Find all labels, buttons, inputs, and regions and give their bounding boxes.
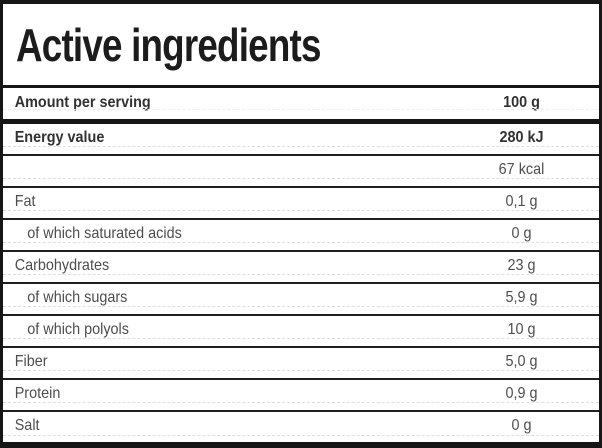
row-label: Salt [14,416,40,434]
row-label: Fat [14,192,36,210]
table-row: Fat 0,1 g [3,188,599,220]
header-label: Amount per serving [14,93,151,111]
table-row: Energy value 280 kJ [3,124,599,156]
table-row: Protein 0,9 g [3,380,599,412]
table-row: 67 kcal [3,156,599,188]
table-row: of which polyols 10 g [3,316,599,348]
row-value: 0,9 g [505,384,538,402]
table-row: of which saturated acids 0 g [3,220,599,252]
row-value: 0,1 g [505,192,538,210]
row-value: 0 g [511,224,532,242]
row-value: 5,9 g [505,288,538,306]
row-value: 5,0 g [505,352,538,370]
table-row: Carbohydrates 23 g [3,252,599,284]
row-label: of which sugars [27,288,128,306]
table-rows: Energy value 280 kJ 67 kcal Fat 0,1 g of whic… [3,124,599,442]
row-label: Fiber [14,352,48,370]
row-label: Protein [14,384,61,402]
row-value: 280 kJ [499,128,544,146]
row-label: of which polyols [27,320,129,338]
table-header-row: Amount per serving 100 g [3,88,599,124]
row-label: Energy value [14,128,105,146]
page-title: Active ingredients [16,18,321,71]
header-value: 100 g [503,93,540,111]
table-row: of which sugars 5,9 g [3,284,599,316]
row-value: 23 g [507,256,536,274]
row-label: of which saturated acids [27,224,182,242]
row-value: 10 g [507,320,536,338]
table-row: Fiber 5,0 g [3,348,599,380]
row-value: 67 kcal [498,160,545,178]
title-bar: Active ingredients [3,4,599,88]
row-label: Carbohydrates [14,256,110,274]
row-value: 0 g [511,416,532,434]
table-row: Salt 0 g [3,412,599,442]
